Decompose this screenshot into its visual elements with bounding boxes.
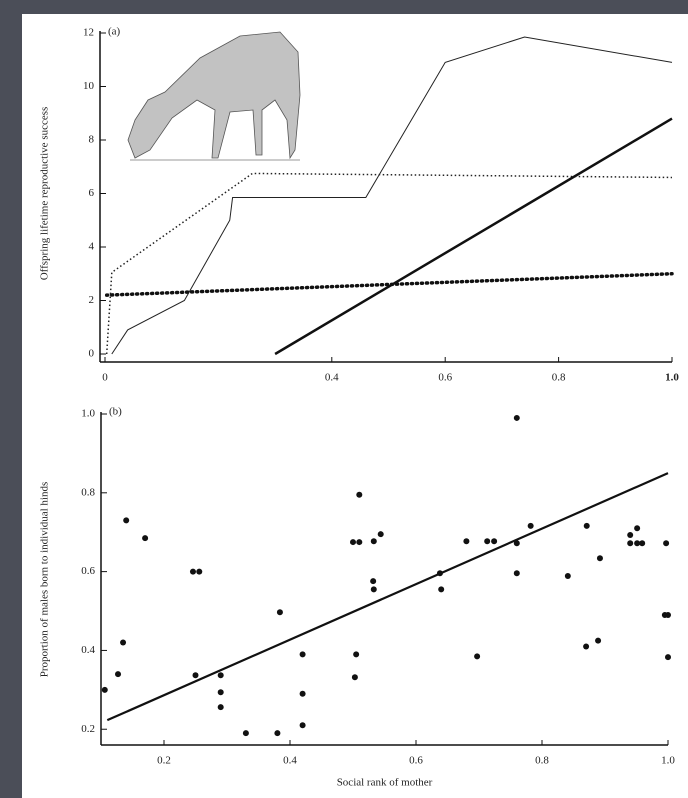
- data-point: [463, 538, 470, 545]
- x-tick-label: 0: [102, 372, 108, 384]
- data-point: [527, 522, 534, 529]
- x-tick-label: 0.6: [409, 755, 423, 767]
- y-tick-label: 0.4: [81, 644, 95, 656]
- series-line: [111, 36, 673, 355]
- series-line: [105, 172, 673, 355]
- data-point: [115, 671, 122, 678]
- data-point: [356, 539, 363, 546]
- y-tick-label: 10: [83, 80, 95, 92]
- data-point: [583, 522, 590, 529]
- x-tick-label: 0.4: [283, 755, 297, 767]
- y-tick-label: 8: [89, 134, 95, 146]
- data-point: [353, 651, 360, 658]
- data-point: [513, 540, 520, 547]
- y-tick-label: 0: [89, 348, 95, 360]
- x-tick-label: 1.0: [661, 755, 675, 767]
- data-point: [438, 586, 445, 593]
- series-line: [274, 117, 673, 356]
- x-tick-label: 0.6: [438, 372, 452, 384]
- data-point: [123, 517, 130, 524]
- y-tick-label: 1.0: [81, 408, 95, 420]
- data-point: [299, 690, 306, 697]
- data-point: [595, 637, 602, 644]
- data-point: [299, 651, 306, 658]
- data-point: [634, 525, 641, 532]
- data-point: [217, 689, 224, 696]
- data-point: [356, 491, 363, 498]
- data-point: [665, 611, 671, 618]
- data-point: [663, 540, 670, 547]
- y-tick-label: 6: [89, 187, 95, 199]
- data-point: [274, 730, 281, 737]
- data-point: [491, 538, 498, 545]
- panel-label: (a): [108, 26, 121, 38]
- data-point: [564, 572, 571, 579]
- data-point: [351, 674, 358, 681]
- series-line: [104, 272, 674, 297]
- data-point: [484, 538, 491, 545]
- x-tick-label: 1.0: [665, 372, 679, 384]
- x-tick-label: 0.4: [325, 372, 339, 384]
- y-tick-label: 4: [89, 241, 95, 253]
- data-point: [627, 540, 634, 547]
- y-tick-label: 12: [83, 27, 94, 39]
- data-point: [513, 414, 520, 421]
- data-point: [583, 643, 590, 650]
- y-tick-label: 2: [89, 294, 95, 306]
- data-point: [120, 639, 127, 646]
- series-line: [106, 472, 669, 722]
- data-point: [350, 539, 356, 546]
- data-point: [217, 704, 224, 711]
- data-point: [639, 540, 646, 547]
- data-point: [513, 570, 520, 577]
- data-point: [370, 578, 377, 585]
- x-tick-label: 0.8: [552, 372, 566, 384]
- data-point: [299, 722, 306, 729]
- data-point: [370, 586, 377, 593]
- data-point: [217, 672, 224, 679]
- data-point: [192, 672, 199, 679]
- data-point: [665, 654, 671, 661]
- data-point: [101, 686, 108, 693]
- data-point: [370, 538, 377, 545]
- paper: [22, 14, 688, 798]
- data-point: [474, 653, 481, 660]
- data-point: [189, 568, 196, 575]
- data-point: [634, 540, 641, 547]
- data-point: [242, 730, 249, 737]
- x-tick-label: 0.8: [535, 755, 549, 767]
- y-tick-label: 0.6: [81, 565, 95, 577]
- panel-label: (b): [109, 406, 122, 418]
- y-tick-label: 0.2: [81, 723, 95, 735]
- data-point: [627, 531, 634, 538]
- data-point: [276, 609, 283, 616]
- x-tick-label: 0.2: [157, 755, 171, 767]
- data-point: [596, 555, 603, 562]
- data-point: [142, 535, 149, 542]
- y-tick-label: 0.8: [81, 486, 95, 498]
- data-point: [196, 568, 203, 575]
- y-axis-label: Proportion of males born to individual h…: [39, 482, 51, 678]
- x-axis-label: Social rank of mother: [337, 777, 433, 789]
- deer-illustration: [127, 31, 301, 161]
- y-axis-label: Offspring lifetime reproductive success: [39, 107, 51, 281]
- data-point: [377, 531, 384, 538]
